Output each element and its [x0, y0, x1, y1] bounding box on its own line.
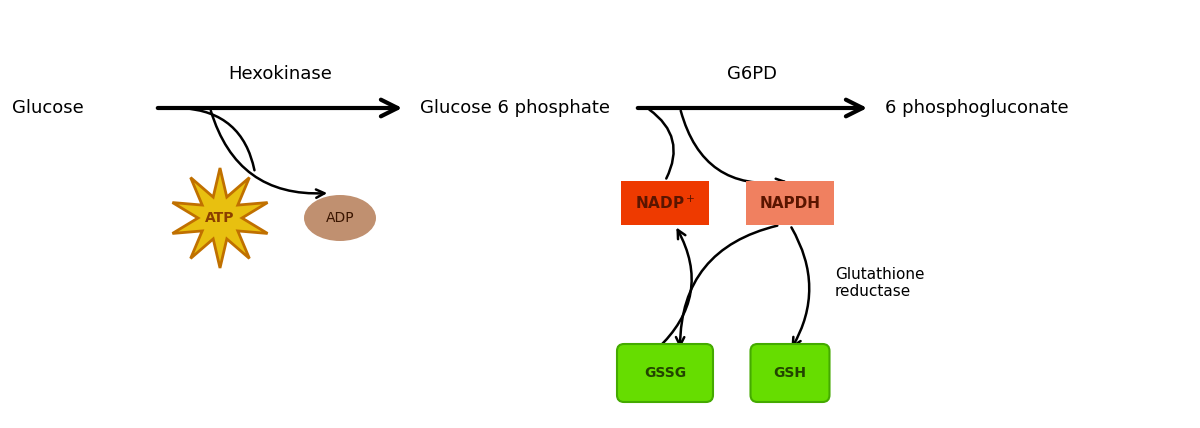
FancyBboxPatch shape	[617, 344, 713, 402]
Text: Glucose: Glucose	[12, 99, 84, 117]
Text: Glutathione
reductase: Glutathione reductase	[835, 267, 924, 299]
Text: ATP: ATP	[205, 211, 235, 225]
Polygon shape	[173, 168, 268, 268]
Text: GSSG: GSSG	[644, 366, 686, 380]
Text: Glucose 6 phosphate: Glucose 6 phosphate	[420, 99, 610, 117]
Text: ADP: ADP	[325, 211, 354, 225]
Text: NAPDH: NAPDH	[760, 196, 821, 211]
Text: NADP$^+$: NADP$^+$	[635, 194, 695, 212]
FancyBboxPatch shape	[622, 181, 709, 225]
Text: GSH: GSH	[774, 366, 806, 380]
FancyBboxPatch shape	[746, 181, 834, 225]
Text: 6 phosphogluconate: 6 phosphogluconate	[886, 99, 1069, 117]
Text: G6PD: G6PD	[727, 65, 778, 83]
Text: Hexokinase: Hexokinase	[228, 65, 332, 83]
Ellipse shape	[304, 195, 376, 241]
FancyBboxPatch shape	[750, 344, 829, 402]
